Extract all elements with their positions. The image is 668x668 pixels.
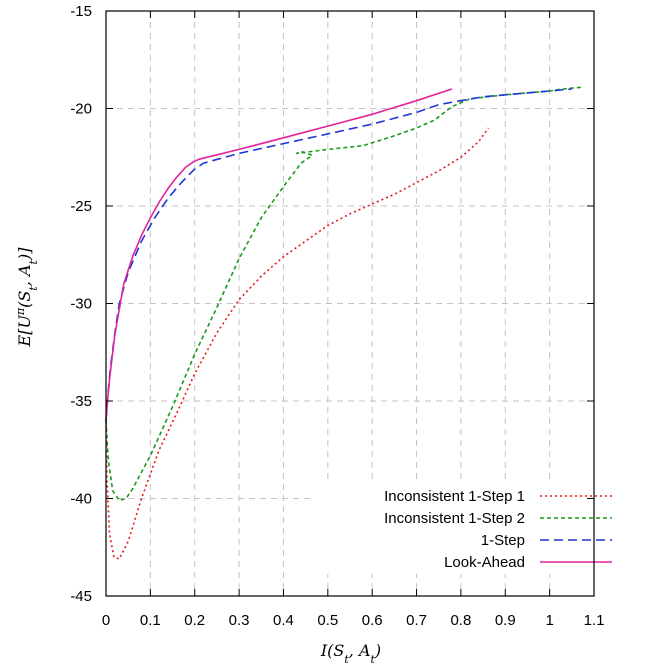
y-tick-label: -25 <box>70 198 92 215</box>
x-tick-label: 1 <box>545 612 553 629</box>
x-tick-label: 0.3 <box>229 612 250 629</box>
legend: Inconsistent 1-Step 1 Inconsistent 1-Step… <box>384 488 612 571</box>
y-tick-label: -20 <box>70 101 92 118</box>
x-tick-label: 0.6 <box>362 612 383 629</box>
y-tick-label: -30 <box>70 296 92 313</box>
x-tick-label: 0.9 <box>495 612 516 629</box>
x-tick-label: 0.5 <box>317 612 338 629</box>
legend-label: Inconsistent 1-Step 1 <box>384 488 525 505</box>
x-tick-label: 0.4 <box>273 612 294 629</box>
legend-label: Inconsistent 1-Step 2 <box>384 510 525 527</box>
legend-label: 1-Step <box>481 532 525 549</box>
legend-label: Look-Ahead <box>444 554 525 571</box>
y-tick-label: -40 <box>70 491 92 508</box>
series-layer <box>105 86 583 560</box>
legend-background <box>310 480 590 574</box>
y-tick-label: -15 <box>70 3 92 20</box>
series-line-3 <box>105 88 453 421</box>
y-tick-labels: -45 -40 -35 -30 -25 -20 -15 <box>70 3 92 605</box>
axis-ticks <box>105 10 595 597</box>
x-tick-label: 0.1 <box>140 612 161 629</box>
series-line-2 <box>105 88 572 421</box>
y-tick-label: -45 <box>70 588 92 605</box>
x-tick-label: 0 <box>102 612 110 629</box>
x-tick-label: 0.8 <box>450 612 471 629</box>
y-tick-label: -35 <box>70 393 92 410</box>
x-tick-label: 1.1 <box>584 612 605 629</box>
x-tick-labels: 0 0.1 0.2 0.3 0.4 0.5 0.6 0.7 0.8 0.9 1 1.1 <box>102 612 605 629</box>
series-line-0 <box>105 127 490 560</box>
x-tick-label: 0.2 <box>184 612 205 629</box>
series-line-1 <box>105 86 583 502</box>
x-tick-label: 0.7 <box>406 612 427 629</box>
